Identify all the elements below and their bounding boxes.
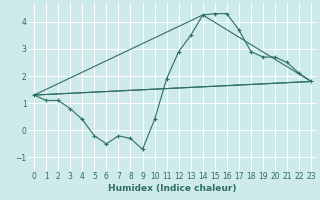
X-axis label: Humidex (Indice chaleur): Humidex (Indice chaleur) xyxy=(108,184,237,193)
